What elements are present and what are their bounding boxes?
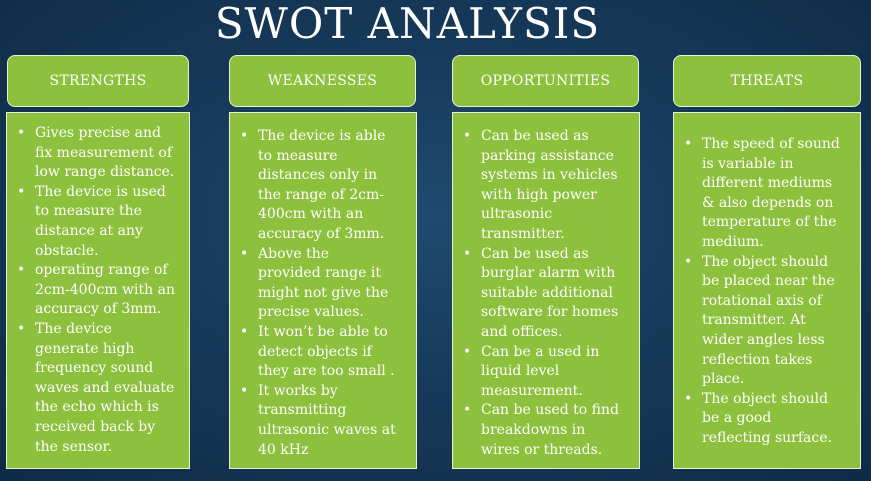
opportunities-box: Can be used as parking assistance system… xyxy=(452,112,640,469)
list-item: The device is used to measure the distan… xyxy=(17,183,179,261)
list-item: It won’t be able to detect objects if th… xyxy=(240,323,406,382)
opportunities-header: OPPORTUNITIES xyxy=(452,55,639,107)
threats-header-label: THREATS xyxy=(730,73,804,89)
list-item: Can be used to find breakdowns in wires … xyxy=(463,401,629,460)
opportunities-list: Can be used as parking assistance system… xyxy=(461,127,629,460)
strengths-list: Gives precise and fix measurement of low… xyxy=(15,124,179,457)
list-item: Can be used as parking assistance system… xyxy=(463,127,629,245)
weaknesses-header-label: WEAKNESSES xyxy=(267,73,378,89)
list-item: The object should be placed near the rot… xyxy=(684,253,850,390)
list-item: The object should be a good reflecting s… xyxy=(684,390,850,449)
weaknesses-header: WEAKNESSES xyxy=(229,55,416,107)
weaknesses-list: The device is able to measure distances … xyxy=(238,127,406,460)
list-item: Can be used as burglar alarm with suitab… xyxy=(463,245,629,343)
list-item: Can be a used in liquid level measuremen… xyxy=(463,343,629,402)
list-item: Above the provided range it might not gi… xyxy=(240,245,406,323)
threats-list: The speed of sound is variable in differ… xyxy=(682,135,850,449)
threats-box: The speed of sound is variable in differ… xyxy=(673,112,861,469)
weaknesses-box: The device is able to measure distances … xyxy=(229,112,417,469)
threats-header: THREATS xyxy=(673,55,861,107)
strengths-box: Gives precise and fix measurement of low… xyxy=(6,112,190,469)
list-item: It works by transmitting ultrasonic wave… xyxy=(240,382,406,460)
strengths-header-label: STRENGTHS xyxy=(49,73,147,89)
list-item: operating range of 2cm-400cm with an acc… xyxy=(17,261,179,320)
list-item: The device generate high frequency sound… xyxy=(17,320,179,457)
list-item: The speed of sound is variable in differ… xyxy=(684,135,850,253)
page-title: SWOT ANALYSIS xyxy=(214,0,601,48)
opportunities-header-label: OPPORTUNITIES xyxy=(480,73,611,89)
list-item: Gives precise and fix measurement of low… xyxy=(17,124,179,183)
list-item: The device is able to measure distances … xyxy=(240,127,406,245)
strengths-header: STRENGTHS xyxy=(7,55,189,107)
